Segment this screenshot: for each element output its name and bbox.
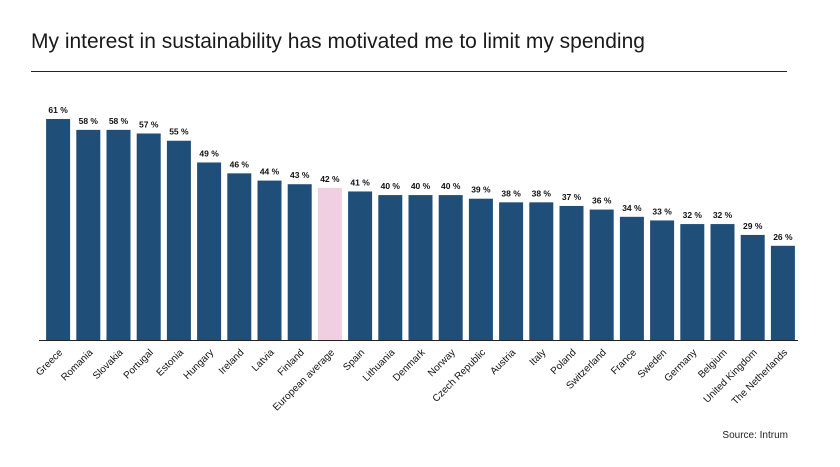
bar-the-netherlands xyxy=(770,245,795,340)
value-label-belgium: 32 % xyxy=(713,210,733,220)
value-label-italy: 38 % xyxy=(532,188,552,198)
bar-belgium xyxy=(710,224,735,340)
category-label-austria: Austria xyxy=(488,347,518,377)
value-label-slovakia: 58 % xyxy=(109,116,129,126)
bar-portugal xyxy=(136,133,161,340)
bar-czech-republic xyxy=(468,198,493,340)
value-label-hungary: 49 % xyxy=(199,148,219,158)
bar-greece xyxy=(46,119,71,340)
category-label-italy: Italy xyxy=(528,347,549,368)
bar-ireland xyxy=(227,173,252,340)
value-label-poland: 37 % xyxy=(562,192,582,202)
bar-slovakia xyxy=(106,129,131,340)
bar-lithuania xyxy=(378,195,403,340)
bar-denmark xyxy=(408,195,433,340)
bar-italy xyxy=(529,202,554,340)
value-label-sweden: 33 % xyxy=(652,206,672,216)
value-label-ireland: 46 % xyxy=(230,159,250,169)
bar-european-average xyxy=(317,187,342,340)
category-label-the-netherlands: The Netherlands xyxy=(730,347,790,407)
value-label-greece: 61 % xyxy=(48,105,68,115)
value-label-switzerland: 36 % xyxy=(592,196,612,206)
value-label-portugal: 57 % xyxy=(139,119,159,129)
category-label-hungary: Hungary xyxy=(182,347,217,382)
category-label-united-kingdom: United Kingdom xyxy=(702,347,760,405)
bar-romania xyxy=(76,129,101,340)
value-label-spain: 41 % xyxy=(350,177,370,187)
value-label-denmark: 40 % xyxy=(411,181,431,191)
bar-spain xyxy=(348,191,373,340)
source-note: Source: Intrum xyxy=(722,430,788,441)
category-label-germany: Germany xyxy=(663,347,700,384)
category-label-poland: Poland xyxy=(549,347,579,377)
value-label-estonia: 55 % xyxy=(169,127,189,137)
value-label-lithuania: 40 % xyxy=(381,181,401,191)
category-label-portugal: Portugal xyxy=(122,347,156,381)
value-label-france: 34 % xyxy=(622,203,642,213)
bar-hungary xyxy=(197,162,222,340)
category-label-romania: Romania xyxy=(59,347,95,383)
value-label-czech-republic: 39 % xyxy=(471,185,491,195)
category-label-slovakia: Slovakia xyxy=(91,347,126,382)
bar-finland xyxy=(287,184,312,340)
value-label-germany: 32 % xyxy=(683,210,703,220)
bar-sweden xyxy=(650,220,675,340)
bar-switzerland xyxy=(589,209,614,340)
category-label-ireland: Ireland xyxy=(217,347,246,376)
bar-germany xyxy=(680,224,705,340)
bar-austria xyxy=(499,202,524,340)
category-label-latvia: Latvia xyxy=(250,347,277,374)
bar-latvia xyxy=(257,180,282,340)
bar-estonia xyxy=(166,140,191,340)
chart-title: My interest in sustainability has motiva… xyxy=(31,30,645,53)
category-label-denmark: Denmark xyxy=(391,347,428,384)
title-divider xyxy=(31,71,787,72)
value-label-united-kingdom: 29 % xyxy=(743,221,763,231)
value-label-the-netherlands: 26 % xyxy=(773,232,793,242)
bar-poland xyxy=(559,205,584,340)
value-label-austria: 38 % xyxy=(501,188,521,198)
bar-united-kingdom xyxy=(740,234,765,340)
value-label-european-average: 42 % xyxy=(320,174,340,184)
value-label-finland: 43 % xyxy=(290,170,310,180)
value-label-norway: 40 % xyxy=(441,181,461,191)
bar-france xyxy=(619,216,644,340)
bar-norway xyxy=(438,195,463,340)
category-label-spain: Spain xyxy=(341,347,367,373)
value-label-latvia: 44 % xyxy=(260,167,280,177)
category-label-czech-republic: Czech Republic xyxy=(431,347,488,404)
value-label-romania: 58 % xyxy=(79,116,99,126)
